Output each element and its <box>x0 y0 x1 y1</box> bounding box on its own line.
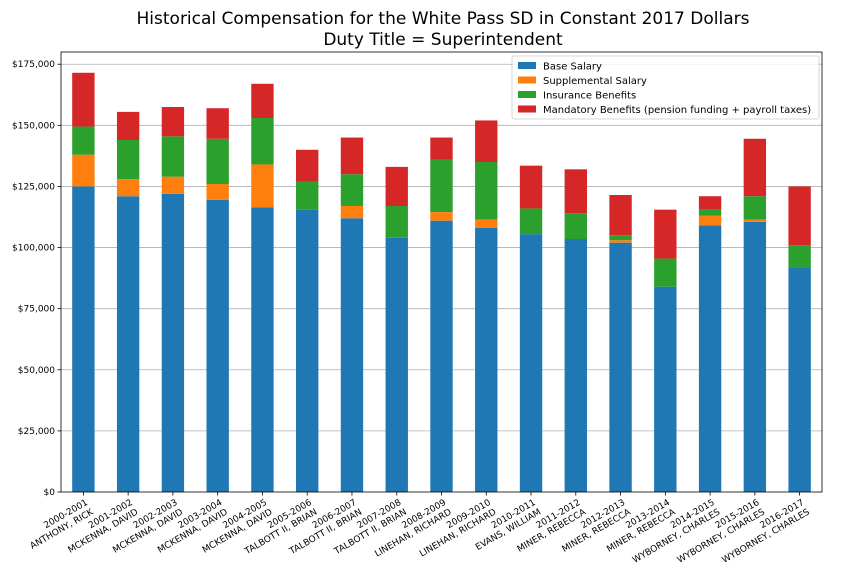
bar-segment <box>698 209 722 216</box>
chart-subtitle: Duty Title = Superintendent <box>323 30 563 50</box>
bar-segment <box>743 219 767 222</box>
bar-segment <box>654 258 677 287</box>
bar-segment <box>519 208 543 235</box>
bar-segment <box>788 245 811 268</box>
bar-segment <box>251 118 274 165</box>
bar-segment <box>72 72 95 127</box>
bar-segment <box>72 126 95 155</box>
bar-segment <box>698 225 722 493</box>
bar-segment <box>698 196 722 210</box>
y-tick-label: $0 <box>44 488 56 498</box>
bar-segment <box>340 174 364 206</box>
bar-segment <box>564 213 587 239</box>
bar-segment <box>116 196 140 492</box>
bar-segment <box>788 186 811 246</box>
y-tick-label: $25,000 <box>18 427 55 437</box>
bar-segment <box>609 242 632 492</box>
bar-segment <box>475 219 498 228</box>
bar-segment <box>296 209 319 492</box>
y-tick-label: $50,000 <box>18 366 55 376</box>
bar-segment <box>161 136 185 177</box>
legend-label: Mandatory Benefits (pension funding + pa… <box>543 105 811 116</box>
bar-segment <box>206 138 229 184</box>
bar-segment <box>340 206 364 219</box>
legend-swatch <box>518 91 536 98</box>
bar-segment <box>72 154 95 187</box>
x-axis: 2000-2001ANTHONY, RICK2001-2002MCKENNA, … <box>29 492 812 566</box>
legend-label: Insurance Benefits <box>543 91 636 102</box>
bar-segment <box>475 228 498 492</box>
bar-segment <box>385 166 408 206</box>
bar-segment <box>296 149 319 182</box>
bar-segment <box>206 108 229 139</box>
legend-swatch <box>518 62 536 69</box>
bar-segment <box>251 83 274 118</box>
bar-segment <box>564 169 587 214</box>
bar-segment <box>116 111 140 140</box>
bar-segment <box>430 137 453 160</box>
bar-segment <box>340 137 364 175</box>
bar-segment <box>475 120 498 162</box>
legend: Base Salary Supplemental Salary Insurance … <box>511 55 820 120</box>
bar-segment <box>743 196 767 220</box>
bar-segment <box>743 221 767 492</box>
legend-swatch <box>518 76 536 84</box>
y-tick-label: $100,000 <box>12 244 55 254</box>
bar-segment <box>161 107 185 137</box>
bar-segment <box>430 220 453 492</box>
bar-segment <box>251 207 274 492</box>
legend-box <box>511 55 820 120</box>
bar-segment <box>609 195 632 236</box>
bar-segment <box>788 267 811 492</box>
bar-segment <box>430 159 453 213</box>
bar-segment <box>475 162 498 220</box>
legend-label: Supplemental Salary <box>543 76 647 87</box>
y-axis: $0 $25,000 $50,000 $75,000 $100,000 $125,000 $… <box>12 60 61 498</box>
bar-segment <box>72 186 95 492</box>
bar-segment <box>161 193 185 492</box>
bar-segment <box>340 218 364 492</box>
bar-segment <box>430 212 453 221</box>
y-tick-label: $175,000 <box>12 60 55 70</box>
bar-segment <box>206 184 229 200</box>
bar-segment <box>609 240 632 243</box>
bar-segment <box>385 237 408 492</box>
bar-segment <box>251 164 274 208</box>
bars <box>72 72 811 493</box>
bar-segment <box>609 235 632 241</box>
bar-segment <box>206 199 229 492</box>
bar-segment <box>654 209 677 259</box>
chart-title: Historical Compensation for the White Pa… <box>137 9 750 29</box>
bar-segment <box>116 179 140 197</box>
bar-segment <box>654 286 677 492</box>
bar-segment <box>698 215 722 226</box>
y-tick-label: $150,000 <box>12 121 55 131</box>
bar-segment <box>743 138 767 197</box>
legend-label: Base Salary <box>543 62 602 73</box>
bar-segment <box>116 140 140 180</box>
legend-swatch <box>518 105 536 113</box>
bar-segment <box>296 181 319 210</box>
bar-segment <box>385 206 408 238</box>
bar-segment <box>564 239 587 492</box>
bar-segment <box>161 176 185 194</box>
y-tick-label: $125,000 <box>12 182 55 192</box>
bar-segment <box>519 165 543 209</box>
y-tick-label: $75,000 <box>18 305 55 315</box>
bar-segment <box>519 234 543 492</box>
